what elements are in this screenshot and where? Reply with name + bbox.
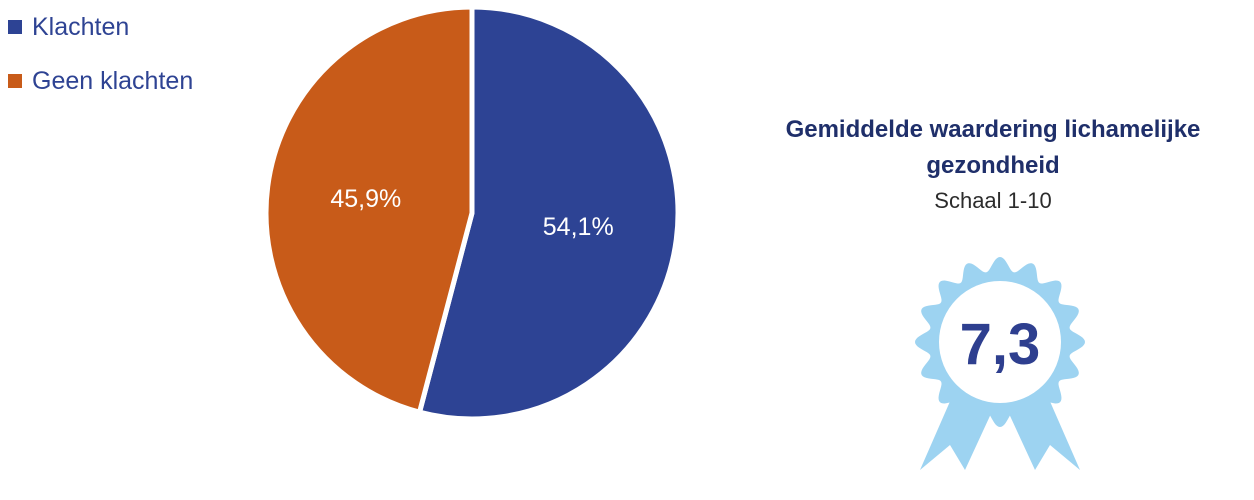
score-value: 7,3 [960, 312, 1041, 377]
legend-item-klachten: Klachten [8, 6, 193, 48]
score-panel: Gemiddelde waardering lichamelijke gezon… [738, 112, 1248, 218]
rosette-badge-icon: 7,3 [915, 257, 1085, 470]
legend-item-geen-klachten: Geen klachten [8, 60, 193, 102]
chart-legend: Klachten Geen klachten [8, 6, 193, 114]
pie-chart: 54,1% 45,9% [263, 4, 681, 422]
pie-slice-klachten [417, 4, 681, 422]
pie-slice-geen-klachten [263, 4, 475, 415]
score-title: Gemiddelde waardering lichamelijke gezon… [785, 116, 1201, 179]
legend-swatch-geen-klachten [8, 74, 22, 88]
pie-label-geen-klachten: 45,9% [330, 185, 401, 213]
legend-swatch-klachten [8, 20, 22, 34]
score-subtitle: Schaal 1-10 [934, 188, 1052, 213]
legend-label-klachten: Klachten [32, 12, 130, 41]
legend-label-geen-klachten: Geen klachten [32, 66, 194, 95]
rosette-center [939, 281, 1061, 403]
pie-label-klachten: 54,1% [543, 213, 614, 241]
